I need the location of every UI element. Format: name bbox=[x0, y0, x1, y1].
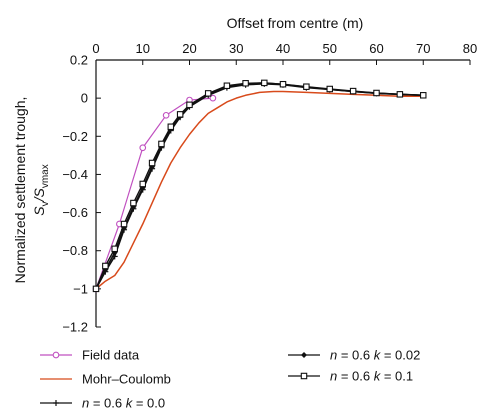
x-tick-label: 50 bbox=[323, 41, 337, 56]
data-point bbox=[92, 285, 100, 293]
legend-item: n = 0.6 k = 0.0 bbox=[40, 396, 165, 411]
data-point bbox=[176, 111, 184, 118]
y-tick-label: −1.2 bbox=[62, 320, 88, 335]
data-point bbox=[139, 144, 147, 152]
y-axis-title: Normalized settlement trough, Sv/Svmax bbox=[12, 97, 51, 284]
series-2 bbox=[95, 90, 424, 290]
series-layer bbox=[92, 79, 427, 293]
series-5 bbox=[92, 79, 427, 293]
data-point bbox=[326, 85, 333, 93]
data-point bbox=[242, 80, 249, 87]
y-tick-label: −0.2 bbox=[62, 129, 88, 144]
legend-label: n = 0.6 k = 0.02 bbox=[330, 348, 420, 363]
data-point bbox=[167, 123, 175, 131]
x-tick-label: 0 bbox=[92, 41, 99, 56]
data-point bbox=[148, 159, 156, 167]
data-point bbox=[349, 87, 357, 95]
series-line bbox=[95, 82, 424, 290]
legend-label: Field data bbox=[82, 348, 140, 363]
data-point bbox=[162, 111, 170, 119]
data-point bbox=[186, 101, 193, 109]
data-point bbox=[53, 400, 59, 406]
x-tick-label: 30 bbox=[229, 41, 243, 56]
x-tick-label: 20 bbox=[182, 41, 196, 56]
y-axis-title-line1: Normalized settlement trough, bbox=[12, 97, 28, 284]
data-point bbox=[111, 245, 118, 253]
data-point bbox=[301, 352, 307, 358]
x-tick-label: 60 bbox=[369, 41, 383, 56]
legend-item: n = 0.6 k = 0.02 bbox=[288, 348, 420, 363]
y-tick-label: 0 bbox=[81, 91, 88, 106]
legend-label: n = 0.6 k = 0.0 bbox=[82, 396, 165, 411]
data-point bbox=[373, 89, 380, 97]
y-axis-title-line2: Sv/Svmax bbox=[31, 164, 51, 215]
data-point bbox=[204, 90, 212, 97]
x-tick-label: 10 bbox=[136, 41, 150, 56]
data-point bbox=[419, 92, 427, 99]
x-axis-title: Offset from centre (m) bbox=[227, 15, 364, 31]
legend-label: Mohr–Coulomb bbox=[82, 372, 171, 387]
legend: Field data Mohr–Coulomb n = 0.6 k = 0.0 n =… bbox=[40, 348, 420, 411]
data-point bbox=[303, 83, 310, 90]
data-point bbox=[279, 80, 287, 88]
data-point bbox=[223, 82, 231, 89]
series-line bbox=[95, 97, 213, 290]
legend-label: n = 0.6 k = 0.1 bbox=[330, 369, 413, 384]
data-point bbox=[120, 220, 128, 228]
data-point bbox=[158, 140, 165, 148]
data-point bbox=[300, 372, 308, 380]
data-point bbox=[52, 351, 60, 359]
series-line bbox=[95, 90, 424, 290]
data-point bbox=[209, 94, 217, 102]
data-point bbox=[396, 91, 404, 98]
data-point bbox=[139, 180, 147, 188]
x-tick-label: 80 bbox=[463, 41, 477, 56]
data-point bbox=[130, 199, 137, 207]
y-tick-label: 0.2 bbox=[70, 53, 88, 68]
x-tick-label: 40 bbox=[276, 41, 290, 56]
legend-item: Field data bbox=[40, 348, 140, 363]
y-tick-label: −0.4 bbox=[62, 167, 88, 182]
x-tick-label: 70 bbox=[416, 41, 430, 56]
data-point bbox=[261, 79, 268, 87]
plot-area bbox=[95, 59, 470, 327]
data-point bbox=[102, 262, 109, 270]
legend-item: Mohr–Coulomb bbox=[40, 372, 171, 387]
x-axis: 0 10 20 30 40 50 60 70 80 bbox=[92, 41, 477, 65]
legend-item: n = 0.6 k = 0.1 bbox=[288, 369, 413, 384]
y-tick-label: −0.6 bbox=[62, 205, 88, 220]
y-tick-label: −1 bbox=[73, 281, 88, 296]
y-tick-label: −0.8 bbox=[62, 243, 88, 258]
y-axis: 0.2 0 −0.2 −0.4 −0.6 −0.8 −1 −1.2 bbox=[62, 53, 101, 335]
